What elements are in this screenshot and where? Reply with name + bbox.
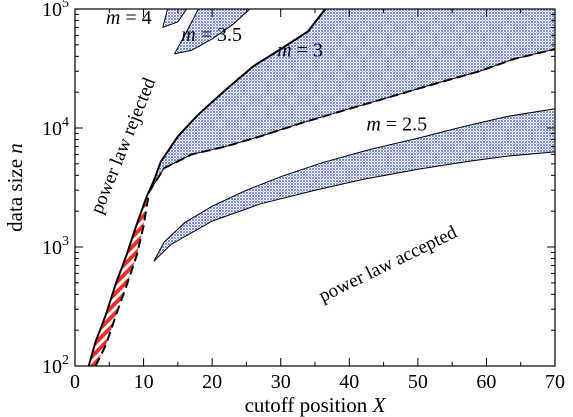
region-lower-edge-2 [174, 9, 251, 55]
lines-layer [87, 9, 555, 366]
annotation-power-law-rejected: power law rejected [87, 74, 161, 216]
axes-layer: 0 10 20 30 40 50 60 70 102 103 104 105 cutoff positi… [3, 0, 565, 417]
region-m-3-5 [174, 9, 250, 54]
x-tick-label: 0 [70, 371, 80, 393]
boundary-solid-line [87, 9, 327, 366]
region-upper-edge-0 [153, 108, 555, 262]
y-tick-label: 105 [42, 0, 69, 21]
x-axis-label: cutoff position X [245, 393, 387, 417]
region-label-m-2-5: m = 2.5 [366, 114, 427, 136]
region-m-3 [149, 9, 555, 192]
regions-layer [88, 9, 555, 366]
region-upper-edge-2 [173, 9, 199, 55]
x-tick-label: 60 [476, 371, 496, 393]
region-lower-edge-3 [162, 9, 188, 28]
y-tick-label: 103 [42, 234, 69, 259]
x-tick-label: 30 [271, 371, 291, 393]
y-axis-label: data size n [3, 143, 27, 232]
x-tick-label: 40 [339, 371, 359, 393]
region-label-m-3-5: m = 3.5 [181, 24, 242, 46]
region-upper-edge-3 [162, 9, 169, 28]
region-m-2-5 [153, 108, 555, 262]
x-tick-label: 20 [202, 371, 222, 393]
boundary-dashed-line [94, 48, 555, 366]
region-m-4 [162, 9, 187, 28]
region-lower-edge-0 [153, 151, 555, 262]
region-label-m-3: m = 3 [277, 39, 323, 61]
y-tick-label: 102 [42, 353, 69, 378]
region-label-m-4: m = 4 [106, 7, 152, 29]
x-tick-label: 50 [408, 371, 428, 393]
x-tick-label: 10 [134, 371, 154, 393]
x-tick-label: 70 [545, 371, 565, 393]
y-tick-label: 104 [42, 115, 69, 140]
annotation-power-law-accepted: power law accepted [316, 222, 461, 307]
